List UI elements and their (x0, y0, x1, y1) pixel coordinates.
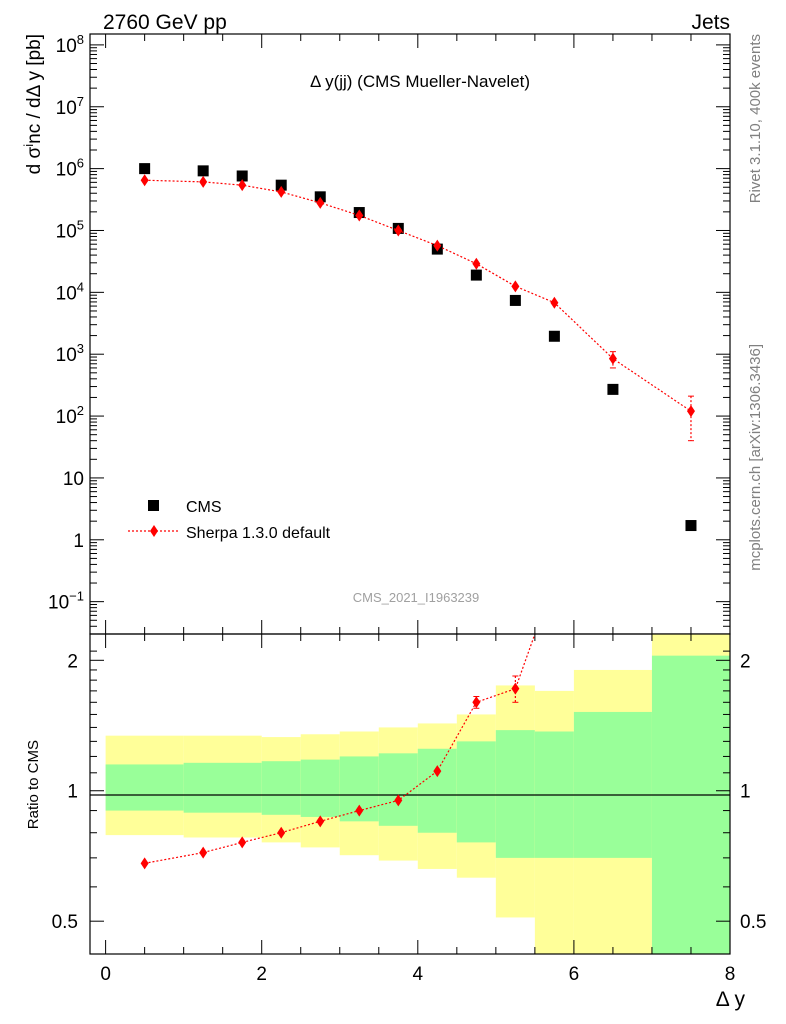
main-y-tick-label: 1 (73, 531, 84, 552)
ratio-band-green (261, 761, 301, 815)
ratio-ylabel: Ratio to CMS (25, 740, 42, 829)
rivet-label: Rivet 3.1.10, 400k events (747, 34, 764, 203)
ratio-sherpa-point (511, 682, 520, 695)
cms-point (197, 165, 209, 177)
cms-point (275, 179, 287, 191)
ratio-sherpa-point (433, 765, 442, 778)
ratio-band-green (378, 753, 418, 826)
ratio-sherpa-point (238, 836, 247, 849)
x-tick-label: 6 (569, 964, 580, 985)
cms-point (139, 163, 151, 175)
main-y-tick-label: 103 (56, 341, 84, 366)
main-y-tick-label: 10−1 (48, 589, 84, 614)
header-right: Jets (691, 11, 730, 34)
x-tick-label: 4 (413, 964, 424, 985)
ratio-band-green (183, 762, 262, 813)
ratio-sherpa-point (199, 846, 208, 859)
legend-sherpa-label: Sherpa 1.3.0 default (186, 525, 331, 542)
sherpa-point (433, 239, 442, 252)
sherpa-point (355, 209, 364, 222)
ratio-y-tick-label-right: 1 (740, 782, 751, 803)
ratio-frame (89, 633, 731, 955)
cms-point (685, 520, 697, 532)
sherpa-point (608, 352, 617, 365)
ratio-sherpa-point (316, 815, 325, 828)
sherpa-point (277, 185, 286, 198)
ratio-band-green (456, 741, 496, 843)
cms-point (236, 170, 248, 182)
ratio-sherpa-point (355, 804, 364, 817)
ratio-panel: 0 2 4 6 8 0.5 0.5 1 1 2 2 Ratio to CMS Δ y (25, 633, 766, 1011)
ratio-sherpa-point (140, 857, 149, 870)
ratio-band-green (495, 730, 535, 858)
ratio-y-tick-label-right: 0.5 (740, 912, 766, 933)
ratio-band-green (300, 759, 340, 817)
main-y-tick-label: 106 (56, 156, 84, 181)
ratio-band-green (105, 764, 184, 811)
legend-cms-label: CMS (186, 499, 222, 516)
legend: CMS Sherpa 1.3.0 default (128, 499, 331, 542)
ratio-band-green (417, 748, 457, 833)
x-tick-label: 8 (725, 964, 736, 985)
sherpa-point (199, 175, 208, 188)
main-title: Δ y(jj) (CMS Mueller-Navelet) (310, 72, 530, 91)
sherpa-point (394, 224, 403, 237)
sherpa-point (472, 257, 481, 270)
ratio-band-green (573, 711, 652, 858)
main-y-tick-label: 105 (56, 217, 84, 242)
cms-point (548, 330, 560, 342)
ratio-y-tick-label-right: 2 (740, 651, 751, 672)
ratio-y-tick-label-left: 0.5 (52, 912, 78, 933)
ratio-y-tick-label-left: 2 (67, 651, 78, 672)
main-frame (89, 33, 731, 635)
main-ylabel: d σinc / dΔ y [pb] (21, 34, 45, 174)
main-panel: 10−1 1 10 102 103 104 105 106 107 108 Δ y(jj) (CM… (21, 32, 731, 635)
x-tick-label: 0 (100, 964, 111, 985)
main-y-tick-label: 108 (56, 32, 84, 57)
ratio-band-green (651, 655, 730, 954)
cms-point (470, 269, 482, 281)
sherpa-point (550, 296, 559, 309)
header-left: 2760 GeV pp (103, 11, 227, 34)
sherpa-point (238, 179, 247, 192)
x-axis-label: Δ y (716, 988, 746, 1011)
main-y-tick-label: 102 (56, 403, 84, 428)
ratio-sherpa-point (277, 826, 286, 839)
sherpa-point (316, 196, 325, 209)
sherpa-point (686, 405, 695, 418)
ratio-sherpa-point (394, 794, 403, 807)
x-tick-label: 2 (256, 964, 267, 985)
cms-point (607, 383, 619, 395)
sherpa-point (140, 174, 149, 187)
cms-point (509, 294, 521, 306)
ratio-sherpa-point (472, 696, 481, 709)
ratio-y-tick-label-left: 1 (67, 782, 78, 803)
legend-sherpa-marker (150, 525, 158, 537)
sherpa-line (144, 179, 692, 412)
analysis-watermark: CMS_2021_I1963239 (353, 590, 480, 605)
sherpa-point (511, 280, 520, 293)
legend-cms-marker (148, 500, 159, 511)
main-y-tick-label: 104 (56, 279, 84, 304)
mcplots-label: mcplots.cern.ch [arXiv:1306.3436] (747, 344, 764, 571)
main-y-tick-label: 10 (63, 469, 84, 490)
main-y-tick-label: 107 (56, 94, 84, 119)
